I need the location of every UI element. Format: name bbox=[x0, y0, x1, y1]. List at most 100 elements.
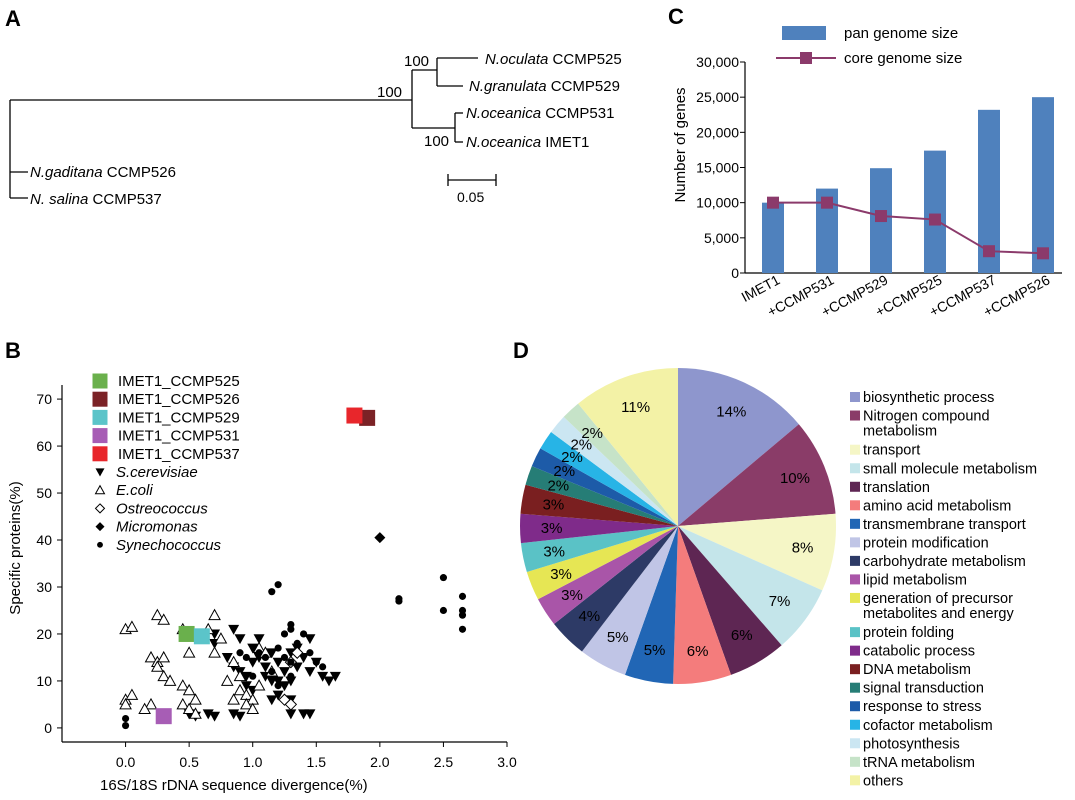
scatter-point bbox=[214, 632, 228, 644]
scatter-point bbox=[227, 693, 240, 705]
scatter-point bbox=[266, 695, 278, 706]
panel-b-label: B bbox=[5, 338, 21, 363]
scatter-point bbox=[233, 683, 247, 696]
pie-legend-label: small molecule metabolism bbox=[863, 461, 1037, 477]
scatter-point bbox=[304, 709, 316, 720]
core-genome-marker bbox=[875, 210, 887, 223]
scatter-point bbox=[261, 653, 270, 662]
scatter-point bbox=[299, 630, 308, 638]
legend-label: E.coli bbox=[116, 482, 153, 499]
legend-marker bbox=[97, 541, 103, 548]
pie-legend-swatch bbox=[850, 719, 860, 730]
taxon-label: N.oceanica CCMP531 bbox=[466, 105, 614, 122]
pie-slice bbox=[520, 484, 678, 526]
legend-label: IMET1_CCMP526 bbox=[118, 391, 240, 408]
scatter-point bbox=[189, 707, 202, 719]
pie-legend-label: others bbox=[863, 773, 903, 789]
pie-percent-label: 3% bbox=[550, 566, 572, 583]
pie-legend-label: transport bbox=[863, 443, 920, 459]
scatter-point bbox=[284, 698, 298, 711]
pie-percent-label: 2% bbox=[581, 425, 603, 442]
pie-legend-label: tRNA metabolism bbox=[863, 755, 975, 771]
pie-legend-label: catabolic process bbox=[863, 644, 975, 660]
scatter-point bbox=[319, 663, 327, 671]
pan-genome-bar bbox=[978, 109, 1000, 274]
scatter-point bbox=[221, 653, 233, 663]
scatter-point bbox=[317, 671, 329, 682]
bar-y-ticks: 0 5,000 10,000 15,000 20,000 25,000 30,000 bbox=[696, 54, 745, 281]
scatter-point bbox=[346, 407, 363, 424]
bar-y-tick-label: 25,000 bbox=[696, 89, 739, 105]
pie-legend-swatch bbox=[850, 444, 860, 455]
scatter-point bbox=[291, 646, 304, 659]
scatter-point bbox=[157, 650, 171, 663]
legend-label-core: core genome size bbox=[844, 50, 962, 67]
legend-marker bbox=[92, 428, 108, 444]
pie-slice bbox=[578, 368, 678, 526]
scatter-point bbox=[304, 634, 316, 645]
y-tick-label: 60 bbox=[36, 438, 52, 454]
legend-label: IMET1_CCMP525 bbox=[118, 373, 240, 390]
scatter-point bbox=[458, 625, 467, 633]
scatter-point bbox=[268, 588, 276, 596]
scatter-point bbox=[272, 690, 284, 701]
scatter-point bbox=[249, 672, 257, 680]
scatter-point bbox=[458, 611, 467, 619]
scatter-point bbox=[163, 674, 177, 686]
core-genome-marker bbox=[821, 196, 833, 209]
scatter-point bbox=[247, 657, 259, 668]
pie-legend-label: translation bbox=[863, 480, 930, 496]
pan-genome-bar bbox=[924, 150, 946, 273]
pie-legend-swatch bbox=[850, 518, 860, 529]
legend-marker bbox=[92, 409, 108, 425]
pie-legend-label: generation of precursor metabolites and e… bbox=[863, 591, 1014, 622]
scatter-point bbox=[287, 658, 295, 666]
scatter-point bbox=[291, 662, 303, 673]
pan-genome-bars bbox=[762, 97, 1054, 274]
pie-slice bbox=[520, 513, 678, 544]
pie-percent-label: 2% bbox=[561, 449, 583, 466]
core-genome-marker bbox=[929, 213, 941, 226]
pie-percent-label: 3% bbox=[543, 543, 565, 560]
taxon-label: N.granulata CCMP529 bbox=[469, 78, 620, 95]
scatter-axes bbox=[61, 385, 507, 743]
scale-bar bbox=[447, 174, 497, 186]
legend-label: S.cerevisiae bbox=[116, 464, 198, 481]
x-tick-label: 1.5 bbox=[307, 754, 327, 770]
pie-legend-swatch bbox=[850, 645, 860, 656]
x-tick-label: 0.5 bbox=[179, 754, 199, 770]
bar-y-tick-label: 30,000 bbox=[696, 54, 739, 70]
pie-percent-label: 3% bbox=[543, 496, 565, 513]
core-genome-polyline bbox=[773, 201, 1044, 255]
pie-legend-swatch bbox=[850, 500, 860, 511]
pie-slice bbox=[624, 526, 678, 684]
pie-percent-label: 2% bbox=[570, 437, 592, 454]
scatter-point bbox=[119, 697, 132, 710]
scatter-point bbox=[255, 649, 263, 657]
pie-slice bbox=[551, 416, 678, 526]
scatter-point bbox=[274, 644, 282, 652]
pie-legend-label: carbohydrate metabolism bbox=[863, 554, 1026, 570]
pie-legend-label: response to stress bbox=[863, 699, 981, 715]
y-tick-label: 30 bbox=[36, 579, 52, 595]
pie-slice bbox=[538, 526, 678, 624]
pie-legend-label: photosynthesis bbox=[863, 736, 960, 752]
x-tick-label: 3.0 bbox=[497, 754, 517, 770]
core-genome-marker bbox=[983, 245, 995, 258]
scatter-point bbox=[178, 625, 195, 642]
scatter-point bbox=[121, 714, 130, 723]
scatter-point bbox=[233, 669, 247, 682]
bar-y-tick-label: 20,000 bbox=[696, 124, 739, 140]
panel-c-label: C bbox=[668, 4, 684, 29]
pie-legend: biosynthetic process Nitrogen compound met… bbox=[850, 390, 1037, 789]
scatter-points bbox=[119, 407, 467, 730]
pie-legend-label: signal transduction bbox=[863, 681, 984, 697]
scatter-point bbox=[240, 671, 252, 682]
pie-legend-label: lipid metabolism bbox=[863, 572, 967, 588]
bootstrap-value: 100 bbox=[377, 84, 402, 101]
scale-bar-label: 0.05 bbox=[457, 189, 484, 205]
scatter-point bbox=[374, 532, 386, 544]
scatter-point bbox=[138, 702, 151, 715]
scatter-point bbox=[155, 708, 172, 725]
pie-legend-label: biosynthetic process bbox=[863, 390, 994, 406]
